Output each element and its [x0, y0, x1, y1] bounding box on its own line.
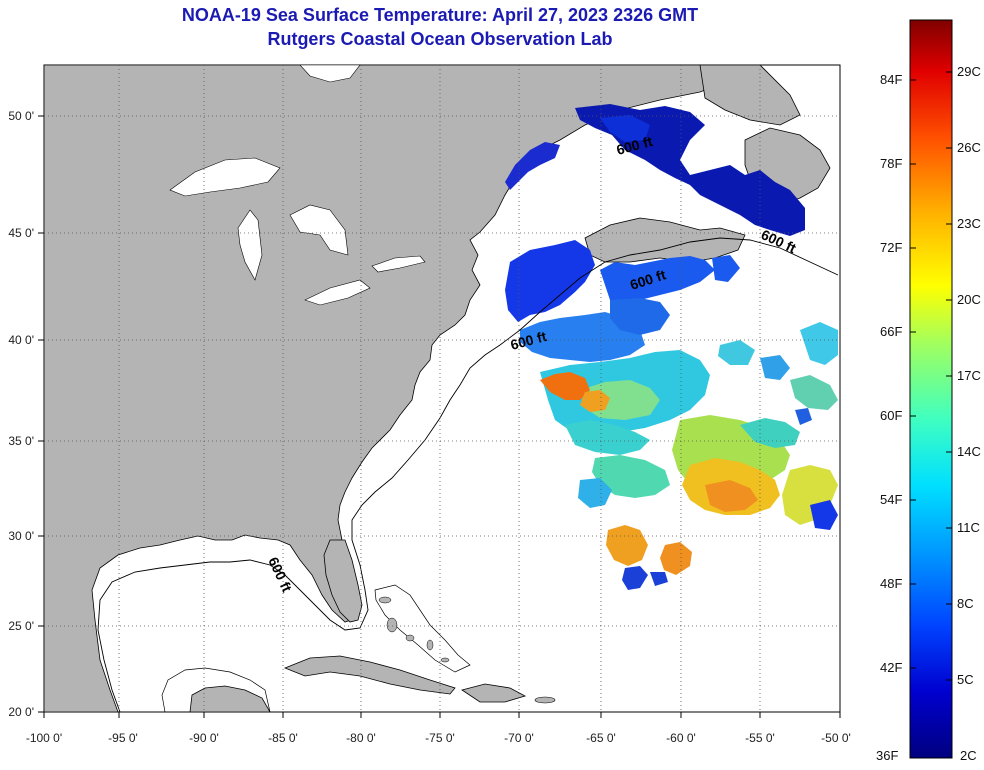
sst-data-overlay — [505, 104, 838, 590]
colorbar-c-label: 29C — [957, 64, 981, 79]
colorbar-c-label: 8C — [957, 596, 974, 611]
lon-tick-label: -75 0' — [425, 731, 455, 745]
colorbar — [909, 19, 953, 759]
map-subtitle: Rutgers Coastal Ocean Observation Lab — [267, 29, 613, 49]
james-bay-water — [299, 65, 361, 83]
colorbar-c-label: 2C — [960, 748, 977, 763]
lon-tick-label: -80 0' — [346, 731, 376, 745]
great-lakes — [169, 157, 426, 306]
colorbar-c-label: 23C — [957, 216, 981, 231]
colorbar-c-label: 5C — [957, 672, 974, 687]
land-north-america — [44, 65, 749, 712]
colorbar-f-label: 78F — [880, 156, 903, 171]
land-cuba — [283, 655, 456, 695]
isobath-600ft — [97, 237, 839, 712]
colorbar-f-label: 72F — [880, 240, 903, 255]
land-bahamas — [378, 596, 450, 663]
colorbar-f-label: 60F — [880, 408, 903, 423]
land-hispaniola — [461, 683, 527, 703]
land-puerto-rico — [534, 696, 556, 704]
lat-tick-label: 40 0' — [8, 333, 34, 347]
colorbar-c-label: 20C — [957, 292, 981, 307]
land-maritimes — [584, 217, 746, 263]
map-title: NOAA-19 Sea Surface Temperature: April 2… — [181, 5, 699, 25]
frame-ticks — [38, 115, 841, 718]
colorbar-f-label: 84F — [880, 72, 903, 87]
lon-tick-label: -55 0' — [745, 731, 775, 745]
colorbar-c-label: 11C — [957, 520, 980, 535]
colorbar-f-label: 48F — [880, 576, 903, 591]
lat-tick-label: 50 0' — [8, 109, 34, 123]
colorbar-f-label: 66F — [880, 324, 903, 339]
latitude-labels: 50 0' 45 0' 40 0' 35 0' 30 0' 25 0' 20 0… — [8, 109, 34, 719]
colorbar-ticks — [910, 71, 952, 681]
lon-tick-label: -65 0' — [586, 731, 616, 745]
colorbar-f-label: 54F — [880, 492, 903, 507]
lon-tick-label: -90 0' — [189, 731, 219, 745]
colorbar-c-label: 17C — [957, 368, 981, 383]
land-labrador — [699, 65, 801, 126]
graticule — [44, 65, 840, 712]
lon-tick-label: -50 0' — [821, 731, 851, 745]
lon-tick-label: -60 0' — [666, 731, 696, 745]
longitude-labels: -100 0' -95 0' -90 0' -85 0' -80 0' -75 … — [26, 731, 851, 745]
land-florida — [323, 539, 363, 623]
colorbar-f-label: 36F — [876, 748, 899, 763]
colorbar-c-label: 14C — [957, 444, 981, 459]
colorbar-c-label: 26C — [957, 140, 981, 155]
gulf-st-lawrence — [595, 165, 700, 220]
lat-tick-label: 25 0' — [8, 619, 34, 633]
lat-tick-label: 35 0' — [8, 434, 34, 448]
lon-tick-label: -95 0' — [108, 731, 138, 745]
lon-tick-label: -100 0' — [26, 731, 62, 745]
colorbar-f-label: 42F — [880, 660, 903, 675]
isobath-600ft-cuba — [161, 667, 271, 712]
lon-tick-label: -70 0' — [504, 731, 534, 745]
lat-tick-label: 30 0' — [8, 529, 34, 543]
land-yucatan — [189, 685, 271, 712]
lat-tick-label: 45 0' — [8, 226, 34, 240]
lat-tick-label: 20 0' — [8, 705, 34, 719]
lon-tick-label: -85 0' — [268, 731, 298, 745]
